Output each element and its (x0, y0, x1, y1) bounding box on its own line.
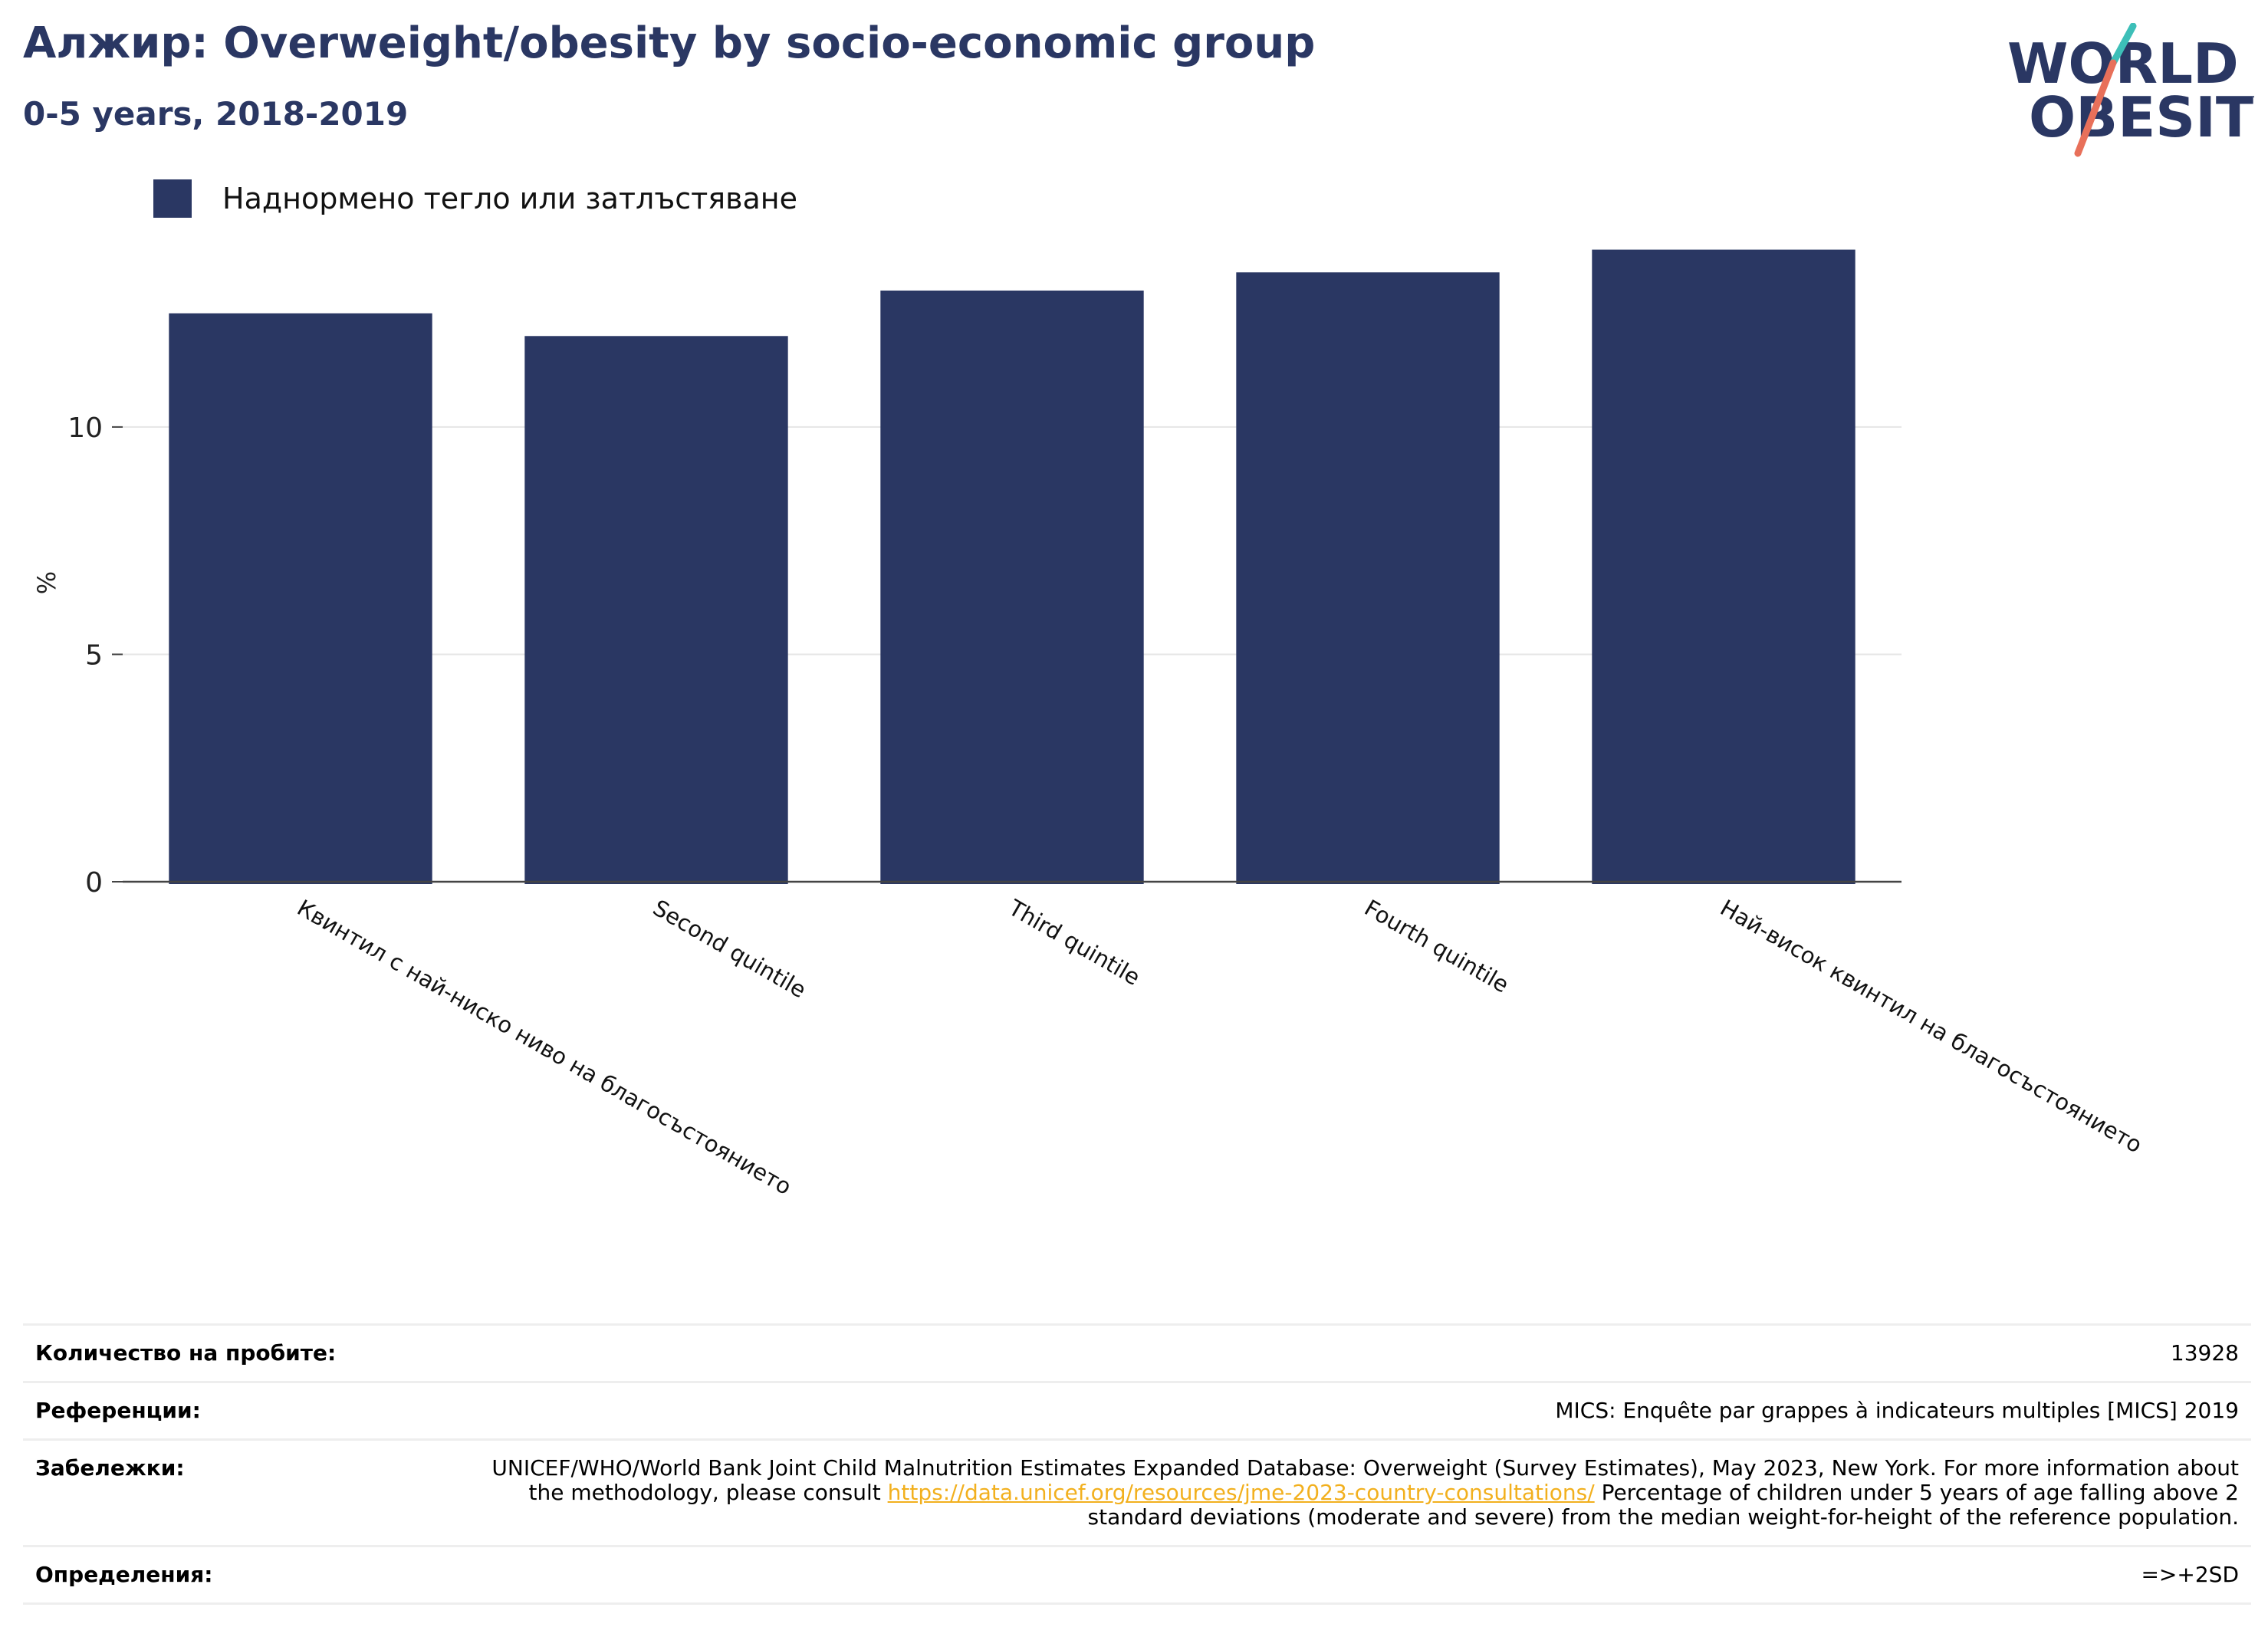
references-label: Референции: (23, 1381, 446, 1441)
sample-size-value: 13928 (446, 1323, 2251, 1383)
y-tick-label-0: 0 (85, 867, 103, 899)
definitions-label: Определения: (23, 1545, 446, 1605)
logo-slash-top (2109, 23, 2137, 67)
logo-line-obesity: OBESITY (2029, 85, 2254, 150)
bar-2 (524, 336, 788, 884)
x-tick-label-3: Third quintile (1004, 894, 1145, 991)
definitions-value: =>+2SD (446, 1545, 2251, 1605)
chart-subtitle: 0-5 years, 2018-2019 (23, 95, 409, 133)
legend: Наднормено тегло или затлъстяване (153, 179, 797, 218)
bar-5 (1592, 249, 1855, 885)
info-table: Количество на пробите: 13928 Референции:… (23, 1323, 2251, 1605)
references-value: MICS: Enquête par grappes à indicateurs … (446, 1381, 2251, 1441)
notes-label: Забележки: (23, 1438, 446, 1547)
y-axis-label: % (32, 571, 61, 594)
x-tick-label-5: Най-висок квинтил на благосъстоянието (1716, 895, 2147, 1159)
notes-text-before: UNICEF/WHO/World Bank Joint Child Malnut… (491, 1455, 2239, 1505)
notes-value: UNICEF/WHO/World Bank Joint Child Malnut… (446, 1438, 2251, 1547)
methodology-link[interactable]: https://data.unicef.org/resources/jme-20… (887, 1480, 1595, 1505)
x-tick-label-4: Fourth quintile (1360, 895, 1514, 998)
references-row: Референции: MICS: Enquête par grappes à … (23, 1381, 2251, 1441)
legend-label: Наднормено тегло или затлъстяване (222, 182, 797, 215)
bar-4 (1236, 272, 1500, 884)
bars (169, 249, 1855, 885)
bar-3 (880, 290, 1144, 884)
notes-row: Забележки: UNICEF/WHO/World Bank Joint C… (23, 1438, 2251, 1547)
logo-slash-bottom (2074, 59, 2117, 157)
sample-size-row: Количество на пробите: 13928 (23, 1323, 2251, 1383)
notes-text-after: Percentage of children under 5 years of … (1087, 1480, 2239, 1530)
sample-size-label: Количество на пробите: (23, 1323, 446, 1383)
definitions-row: Определения: =>+2SD (23, 1545, 2251, 1605)
legend-swatch (153, 179, 192, 218)
bar-1 (169, 313, 432, 884)
chart-title: Алжир: Overweight/obesity by socio-econo… (23, 18, 1316, 68)
world-obesity-logo: WORLD OBESITY (2007, 23, 2254, 157)
y-tick-label-10: 10 (67, 412, 103, 444)
x-tick-label-2: Second quintile (649, 895, 810, 1004)
y-tick-label-5: 5 (85, 639, 103, 671)
